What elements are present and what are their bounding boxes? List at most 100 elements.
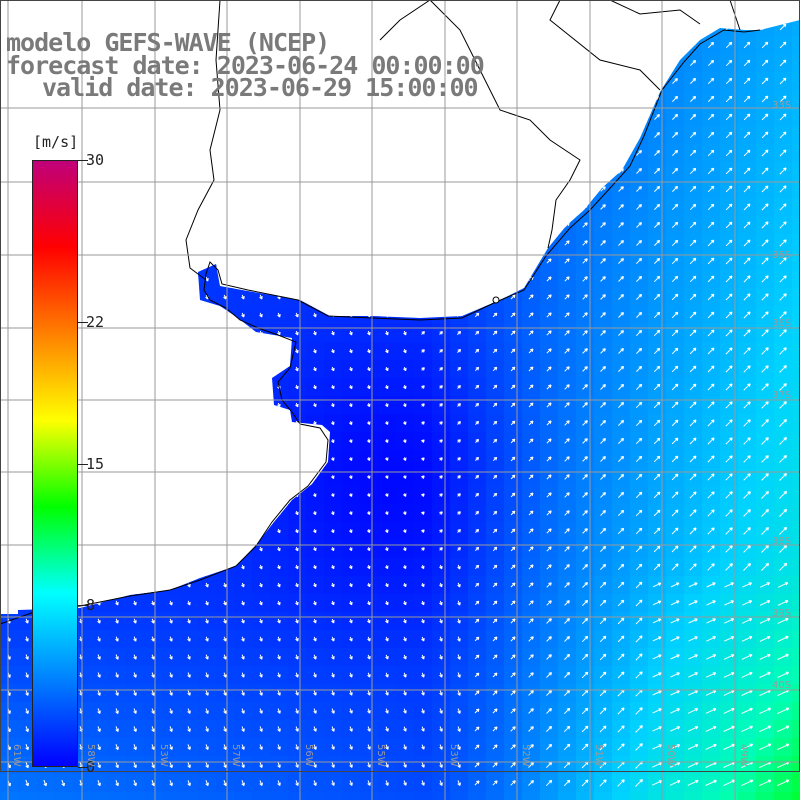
lon-label: 53W xyxy=(158,744,169,767)
lon-label: 52W xyxy=(520,744,531,767)
speed-cell xyxy=(360,792,379,800)
wind-arrow xyxy=(725,167,733,175)
speed-cell xyxy=(792,594,800,613)
speed-cell xyxy=(576,792,595,800)
wind-arrow xyxy=(618,240,624,246)
wind-arrow xyxy=(725,41,733,49)
wind-arrow xyxy=(689,275,697,283)
speed-cell xyxy=(792,648,800,667)
lon-label: 50W xyxy=(665,744,676,767)
speed-cell xyxy=(792,252,800,271)
wind-arrow xyxy=(600,276,606,282)
lon-label: 57W xyxy=(230,744,241,767)
wind-arrow xyxy=(779,41,787,49)
speed-cell xyxy=(738,792,757,800)
wind-arrow xyxy=(277,330,281,336)
speed-cell xyxy=(54,792,73,800)
wind-arrow xyxy=(653,329,661,337)
wind-arrow xyxy=(743,311,751,319)
wind-arrow xyxy=(492,312,498,318)
speed-cell xyxy=(270,792,289,800)
wind-arrow xyxy=(707,293,715,301)
wind-arrow xyxy=(618,222,624,228)
wind-arrow xyxy=(743,41,751,49)
speed-cell xyxy=(792,774,800,793)
speed-cell xyxy=(792,324,800,343)
speed-cell xyxy=(144,792,163,800)
wind-arrow xyxy=(367,330,371,336)
speed-cell xyxy=(792,432,800,451)
wind-arrow xyxy=(241,312,245,318)
speed-cell xyxy=(792,756,800,775)
speed-cell xyxy=(90,792,109,800)
wind-arrow xyxy=(761,131,769,139)
speed-cell xyxy=(324,792,343,800)
speed-cell xyxy=(666,792,685,800)
valid-date: valid date: 2023-06-29 15:00:00 xyxy=(42,73,479,102)
wind-arrow xyxy=(636,204,642,210)
wind-arrow xyxy=(689,329,697,337)
wind-arrow xyxy=(761,95,769,103)
colorbar xyxy=(32,160,78,767)
wind-arrow xyxy=(690,113,697,120)
wind-arrow xyxy=(672,78,678,84)
speed-cell xyxy=(792,792,800,800)
lat-label: 40S xyxy=(772,680,792,691)
lat-label: 33S xyxy=(772,100,792,111)
speed-cell xyxy=(792,20,800,37)
lon-label: 53W xyxy=(448,744,459,767)
wind-arrow xyxy=(672,113,679,120)
speed-cell xyxy=(702,792,721,800)
wind-arrow xyxy=(690,59,697,66)
wind-arrow xyxy=(636,293,643,300)
wind-arrow xyxy=(582,258,588,264)
speed-cell xyxy=(792,36,800,55)
wind-arrow xyxy=(779,329,787,337)
wind-arrow xyxy=(672,95,679,102)
wind-arrow xyxy=(582,312,588,318)
wind-arrow xyxy=(689,149,697,157)
speed-cell xyxy=(792,504,800,523)
speed-cell xyxy=(792,486,800,505)
wind-arrow xyxy=(546,276,552,282)
wind-arrow xyxy=(708,41,715,48)
speed-cell xyxy=(36,792,55,800)
wind-arrow xyxy=(743,221,751,229)
wind-arrow xyxy=(779,59,787,67)
wind-arrow xyxy=(743,275,751,283)
wind-arrow xyxy=(672,167,679,174)
wind-arrow xyxy=(582,276,588,282)
wind-arrow xyxy=(779,149,787,157)
lat-label: 37S xyxy=(772,390,792,401)
wind-arrow xyxy=(779,293,787,301)
speed-cell xyxy=(630,792,649,800)
lat-label: 36S xyxy=(772,318,792,329)
wind-arrow xyxy=(672,149,679,156)
wind-arrow xyxy=(636,150,642,156)
wind-arrow xyxy=(672,185,679,192)
lon-label: 58W xyxy=(85,744,96,767)
wind-arrow xyxy=(653,311,661,319)
wind-arrow xyxy=(779,221,787,229)
wind-arrow xyxy=(689,203,697,211)
wind-arrow xyxy=(546,258,552,264)
wind-arrow xyxy=(582,330,588,336)
wind-arrow xyxy=(743,293,751,301)
speed-cell xyxy=(792,234,800,253)
speed-cell xyxy=(792,738,800,757)
wind-arrow xyxy=(671,221,679,229)
wind-arrow xyxy=(707,221,715,229)
wind-arrow xyxy=(600,330,606,336)
wind-arrow xyxy=(743,95,751,103)
speed-cell xyxy=(792,360,800,379)
wind-arrow xyxy=(725,239,733,247)
wind-arrow xyxy=(671,239,679,247)
speed-cell xyxy=(756,792,775,800)
wind-arrow xyxy=(313,330,317,336)
wind-arrow xyxy=(671,275,679,283)
wind-arrow xyxy=(761,77,769,85)
wind-arrow xyxy=(636,168,642,174)
wind-arrow xyxy=(725,275,733,283)
wind-arrow xyxy=(725,77,733,85)
colorbar-tick-label: 30 xyxy=(86,151,105,169)
